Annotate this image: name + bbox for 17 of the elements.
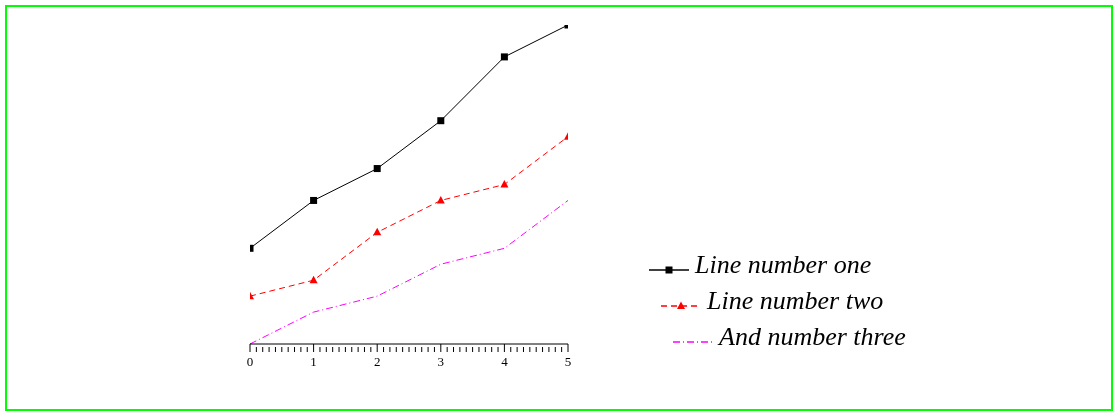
point	[310, 196, 318, 204]
x-tick-label: 2	[373, 354, 381, 369]
x-tick-label: 5	[564, 354, 572, 369]
point	[436, 195, 445, 204]
legend-label: And number three	[719, 321, 906, 353]
x-tick-label: 4	[501, 354, 509, 369]
legend-label: Line number two	[707, 285, 884, 317]
x-tick-label: 3	[437, 354, 445, 369]
x-tick-label: 0	[246, 354, 254, 369]
point	[500, 53, 508, 61]
x-tick-label: 1	[310, 354, 317, 369]
point	[500, 180, 509, 188]
legend-label: Line number one	[695, 249, 872, 281]
point	[437, 117, 445, 125]
point	[373, 227, 382, 236]
point	[309, 275, 318, 284]
point	[373, 165, 381, 173]
